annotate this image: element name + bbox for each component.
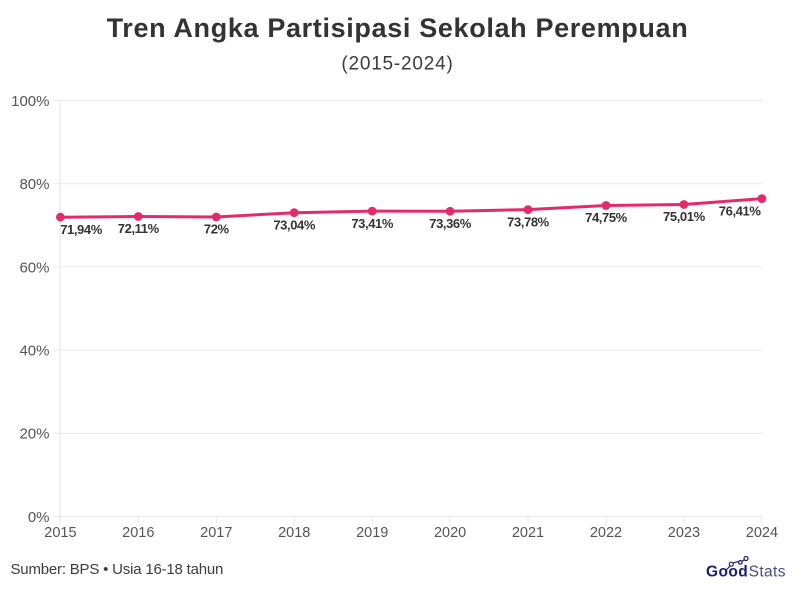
svg-text:74,75%: 74,75%: [585, 210, 628, 225]
svg-text:73,36%: 73,36%: [429, 216, 472, 231]
svg-text:2016: 2016: [122, 525, 154, 541]
svg-text:40%: 40%: [19, 343, 49, 360]
svg-text:100%: 100%: [11, 93, 49, 110]
svg-text:Sumber: BPS • Usia 16-18 tahun: Sumber: BPS • Usia 16-18 tahun: [11, 561, 224, 578]
svg-text:Tren Angka Partisipasi Sekolah: Tren Angka Partisipasi Sekolah Perempuan: [107, 13, 689, 43]
svg-text:73,78%: 73,78%: [507, 214, 550, 229]
svg-text:80%: 80%: [19, 176, 49, 193]
svg-text:2017: 2017: [200, 525, 232, 541]
svg-text:2022: 2022: [590, 525, 622, 541]
svg-text:73,04%: 73,04%: [273, 217, 316, 232]
svg-text:72%: 72%: [204, 222, 230, 237]
svg-text:2018: 2018: [278, 525, 310, 541]
svg-text:Stats: Stats: [749, 563, 786, 580]
svg-text:60%: 60%: [19, 259, 49, 276]
svg-text:Good: Good: [706, 563, 748, 580]
svg-text:2021: 2021: [512, 525, 544, 541]
svg-text:2019: 2019: [356, 525, 388, 541]
svg-text:2015: 2015: [44, 525, 76, 541]
svg-text:0%: 0%: [28, 509, 50, 526]
svg-text:2023: 2023: [668, 525, 700, 541]
svg-text:73,41%: 73,41%: [351, 216, 394, 231]
svg-text:2020: 2020: [434, 525, 466, 541]
svg-text:75,01%: 75,01%: [663, 209, 706, 224]
svg-text:72,11%: 72,11%: [118, 221, 160, 236]
svg-text:2024: 2024: [746, 525, 778, 541]
svg-text:71,94%: 71,94%: [60, 222, 103, 237]
svg-text:76,41%: 76,41%: [719, 203, 762, 218]
svg-text:20%: 20%: [19, 426, 49, 443]
svg-text:(2015-2024): (2015-2024): [341, 54, 453, 75]
